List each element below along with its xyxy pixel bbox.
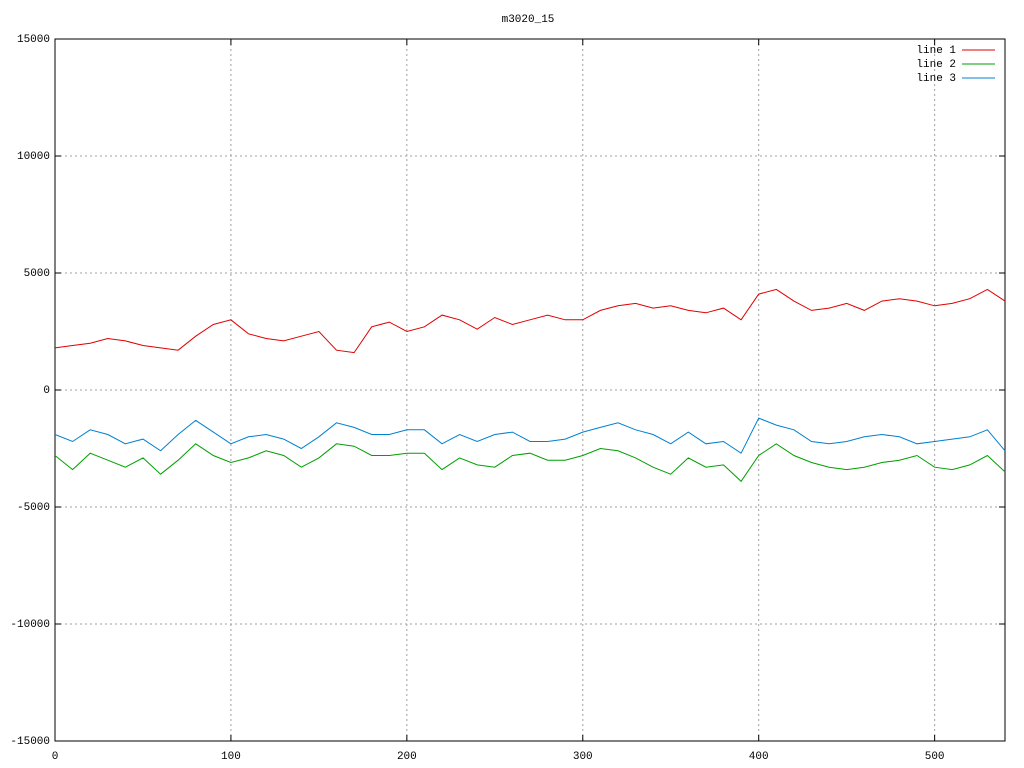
x-tick-label: 400 [749, 751, 769, 763]
series-line [54, 443, 1006, 483]
y-tick-label: 0 [43, 385, 50, 397]
chart-title: m3020_15 [502, 14, 555, 26]
y-tick-label: 5000 [24, 268, 50, 280]
y-tick-label: -10000 [10, 619, 50, 631]
y-tick-label: -15000 [10, 736, 50, 748]
series-line [54, 288, 1006, 354]
series-line [54, 417, 1006, 454]
y-tick-label: 15000 [17, 34, 50, 46]
x-tick-label: 200 [397, 751, 417, 763]
x-tick-label: 500 [925, 751, 945, 763]
x-tick-label: 300 [573, 751, 593, 763]
legend-label: line 2 [916, 59, 956, 71]
y-tick-label: -5000 [17, 502, 50, 514]
legend-label: line 1 [916, 45, 956, 57]
y-tick-label: 10000 [17, 151, 50, 163]
legend-label: line 3 [916, 73, 956, 85]
x-tick-label: 0 [52, 751, 59, 763]
x-tick-label: 100 [221, 751, 241, 763]
